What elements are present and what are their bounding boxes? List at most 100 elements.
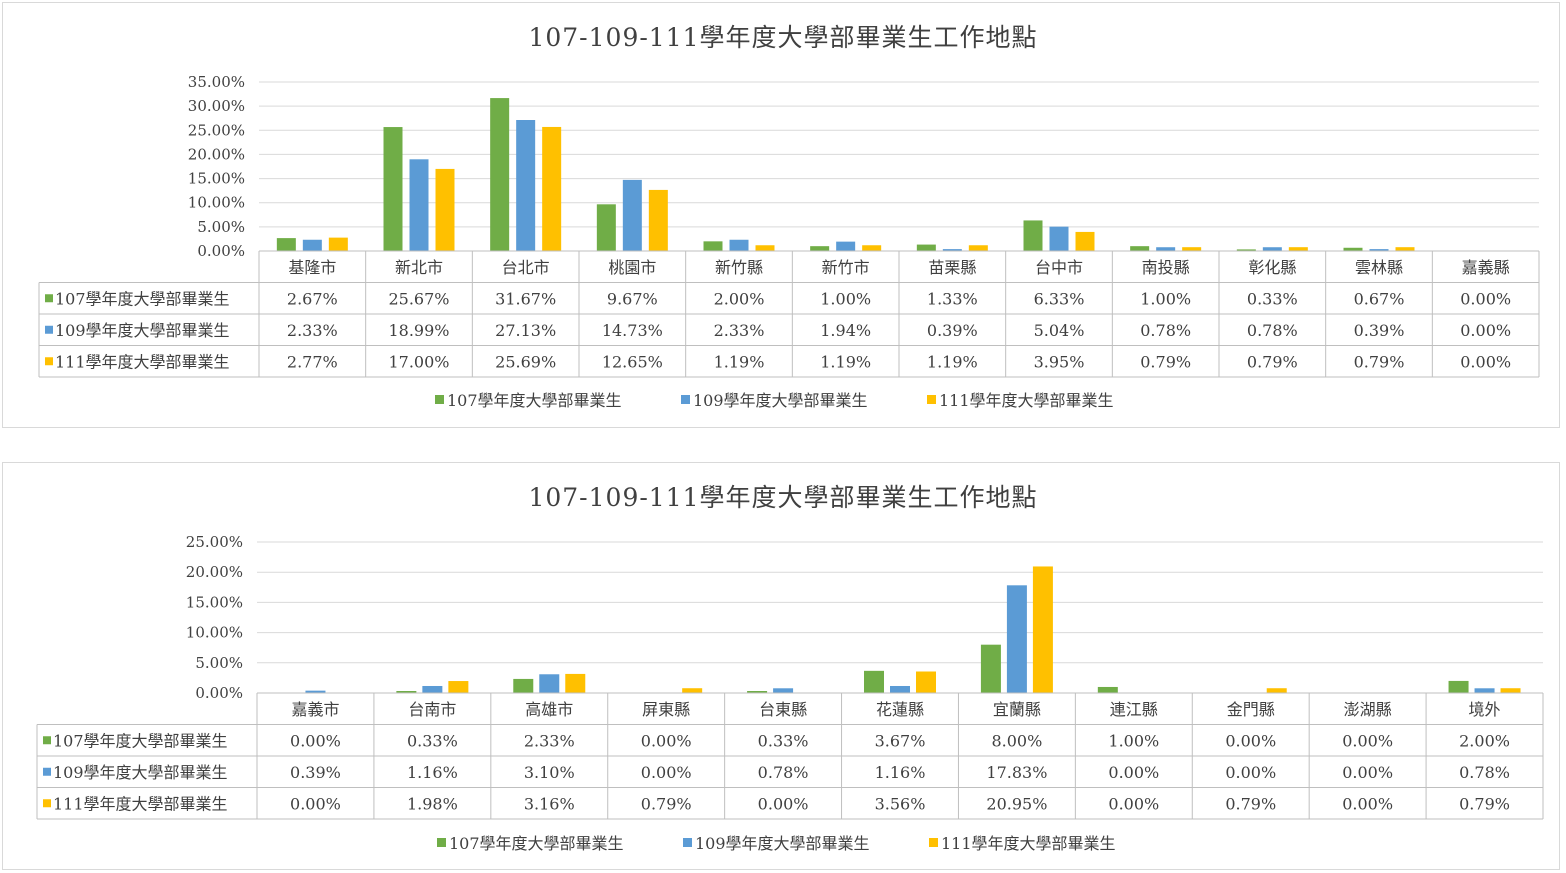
bar-0-1 [383,127,403,251]
category-label: 嘉義市 [291,700,339,719]
bar-1-5 [890,685,910,693]
bar-0-2 [490,98,510,252]
data-label: 1.16% [875,763,926,782]
bar-1-8 [1156,247,1176,251]
bar-2-6 [968,245,988,251]
data-label: 18.99% [388,321,449,340]
y-tick-label: 0.00% [195,684,243,702]
data-label: 2.33% [714,321,765,340]
bar-0-9 [1236,249,1256,251]
category-label: 新北市 [395,258,443,277]
category-label: 基隆市 [288,258,336,277]
series-name: 109學年度大學部畢業生 [53,763,228,782]
data-label: 0.79% [1459,794,1510,813]
data-label: 0.78% [1140,321,1191,340]
chart-1-svg: 107-109-111學年度大學部畢業生工作地點 0.00% 5.00% 10.00%… [38,23,1540,410]
series-key [43,736,51,745]
y-tick-label: 10.00% [186,624,243,642]
data-label: 0.79% [1247,352,1298,371]
bar-1-10 [1369,249,1389,251]
y-tick-label: 5.00% [197,218,245,236]
bar-2-2 [565,673,586,693]
data-label: 0.00% [290,731,341,750]
data-label: 2.00% [714,289,765,308]
legend-swatch [683,838,692,847]
data-label: 3.95% [1034,352,1085,371]
bar-1-6 [942,249,962,251]
data-label: 0.00% [1342,731,1393,750]
data-label: 0.39% [1354,321,1405,340]
category-label: 台中市 [1035,258,1083,277]
bar-0-5 [864,670,884,693]
data-label: 0.78% [1247,321,1298,340]
data-label: 1.19% [927,352,978,371]
legend-label: 109學年度大學部畢業生 [695,834,870,853]
bar-1-2 [516,120,536,251]
data-label: 0.33% [758,731,809,750]
bar-0-4 [703,241,723,251]
y-tick-label: 25.00% [188,121,245,139]
y-tick-label: 20.00% [188,145,245,163]
bar-2-10 [1395,247,1415,251]
y-tick-label: 15.00% [188,170,245,188]
y-tick-label: 35.00% [188,73,245,91]
legend-label: 107學年度大學部畢業生 [447,391,622,410]
bar-0-0 [276,238,296,251]
data-label: 3.56% [875,794,926,813]
category-label: 雲林縣 [1355,258,1403,277]
chart-title: 107-109-111學年度大學部畢業生工作地點 [528,23,1037,52]
bar-1-3 [622,179,642,251]
bar-2-9 [1288,247,1308,251]
series-key [45,357,53,366]
bar-0-4 [747,691,768,693]
data-label: 1.33% [927,289,978,308]
series-key [45,294,53,303]
bar-2-4 [755,245,775,251]
bar-0-5 [810,246,830,251]
data-label: 0.79% [641,794,692,813]
legend-swatch [929,838,938,847]
data-label: 1.00% [820,289,871,308]
data-label: 2.67% [287,289,338,308]
data-label: 3.16% [524,794,575,813]
bar-2-2 [542,126,562,251]
legend-label: 109學年度大學部畢業生 [693,391,868,410]
data-label: 14.73% [602,321,663,340]
data-label: 1.00% [1140,289,1191,308]
series-name: 109學年度大學部畢業生 [55,321,230,340]
chart-panel-2: 107-109-111學年度大學部畢業生工作地點 0.00% 5.00% 10.00%… [2,462,1560,870]
category-label: 南投縣 [1142,258,1190,277]
series-key [43,799,51,808]
data-label: 0.00% [1108,794,1159,813]
bar-0-2 [513,678,534,693]
category-label: 花蓮縣 [876,700,924,719]
chart-title: 107-109-111學年度大學部畢業生工作地點 [528,483,1037,512]
category-label: 境外 [1469,700,1501,719]
data-label: 31.67% [495,289,556,308]
y-tick-label: 30.00% [188,97,245,115]
y-tick-label: 10.00% [188,194,245,212]
data-label: 25.67% [388,289,449,308]
legend-swatch [435,395,444,404]
data-label: 0.78% [1459,763,1510,782]
chart-panel-1: 107-109-111學年度大學部畢業生工作地點 0.00% 5.00% 10.00%… [2,2,1560,428]
bar-2-5 [916,671,936,693]
bar-0-6 [980,644,1001,693]
category-label: 台北市 [502,258,550,277]
category-label: 新竹市 [822,258,870,277]
data-label: 1.16% [407,763,458,782]
data-label: 6.33% [1034,289,1085,308]
legend-swatch [927,395,936,404]
data-label: 1.19% [714,352,765,371]
category-label: 金門縣 [1227,700,1275,719]
category-label: 高雄市 [525,700,573,719]
category-label: 台東縣 [759,700,807,719]
category-label: 桃園市 [608,258,656,277]
legend-label: 111學年度大學部畢業生 [939,391,1114,410]
bar-1-0 [305,690,326,693]
chart-2-svg: 107-109-111學年度大學部畢業生工作地點 0.00% 5.00% 10.00%… [36,483,1544,853]
data-label: 0.33% [407,731,458,750]
data-label: 0.78% [758,763,809,782]
bar-0-10 [1448,680,1469,693]
data-label: 0.33% [1247,289,1298,308]
